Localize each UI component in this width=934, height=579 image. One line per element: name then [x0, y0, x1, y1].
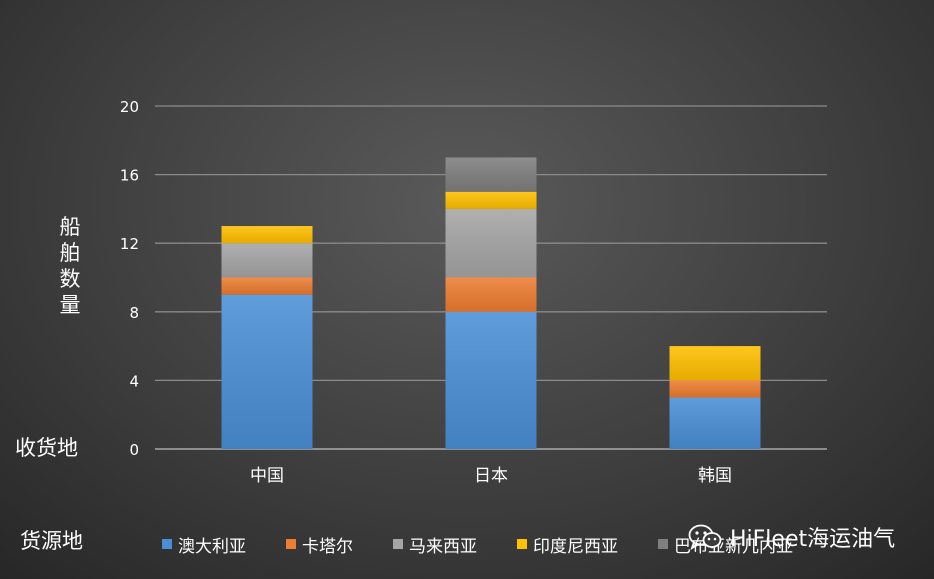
bars: [221, 157, 761, 449]
wechat-icon: [688, 524, 722, 550]
legend-label: 卡塔尔: [302, 536, 353, 557]
legend-item: 印度尼西亚: [517, 532, 618, 557]
bar-segment-shade: [221, 243, 313, 278]
legend-label: 澳大利亚: [178, 536, 246, 557]
bar-segment-shade: [445, 191, 537, 209]
legend-label: 印度尼西亚: [533, 536, 618, 557]
legend-swatch: [517, 539, 527, 549]
x-axis-label: 收货地: [15, 436, 78, 460]
bar-segment-shade: [669, 346, 761, 381]
y-tick-label: 16: [120, 167, 139, 185]
bar-segment-shade: [445, 157, 537, 192]
legend-title: 货源地: [20, 529, 83, 553]
legend-swatch: [286, 539, 296, 549]
legend-swatch: [393, 539, 403, 549]
bar-segment-shade: [445, 277, 537, 312]
bar-segment-shade: [445, 208, 537, 278]
y-tick-label: 8: [129, 304, 139, 322]
bar-segment-shade: [221, 294, 313, 449]
x-tick-label: 中国: [250, 466, 284, 486]
watermark-text: HiFleet海运油气: [730, 527, 896, 552]
legend-item: 马来西亚: [393, 532, 477, 557]
legend-swatch: [162, 539, 172, 549]
x-axis-ticks: 中国 日本 韩国: [250, 466, 732, 486]
y-axis-ticks: 0 4 8 12 16 20: [120, 98, 139, 459]
legend-item: 卡塔尔: [286, 532, 353, 557]
legend-item: 澳大利亚: [162, 532, 246, 557]
y-tick-label: 0: [129, 441, 139, 459]
legend-swatch: [658, 539, 668, 549]
x-tick-label: 日本: [474, 466, 508, 486]
bar-segment-shade: [669, 397, 761, 449]
bar-segment-shade: [221, 277, 313, 295]
legend: 澳大利亚 卡塔尔 马来西亚 印度尼西亚 巴布亚新几内亚: [162, 531, 833, 557]
y-tick-label: 12: [120, 235, 139, 253]
y-tick-label: 20: [120, 98, 139, 116]
bar-segment-shade: [445, 311, 537, 449]
x-tick-label: 韩国: [698, 466, 732, 486]
legend-label: 马来西亚: [409, 536, 477, 557]
watermark: HiFleet海运油气: [688, 521, 895, 553]
y-tick-label: 4: [129, 372, 139, 390]
bar-segment-shade: [669, 380, 761, 398]
y-axis-label: 船舶数量: [59, 215, 81, 317]
bar-segment-shade: [221, 226, 313, 244]
